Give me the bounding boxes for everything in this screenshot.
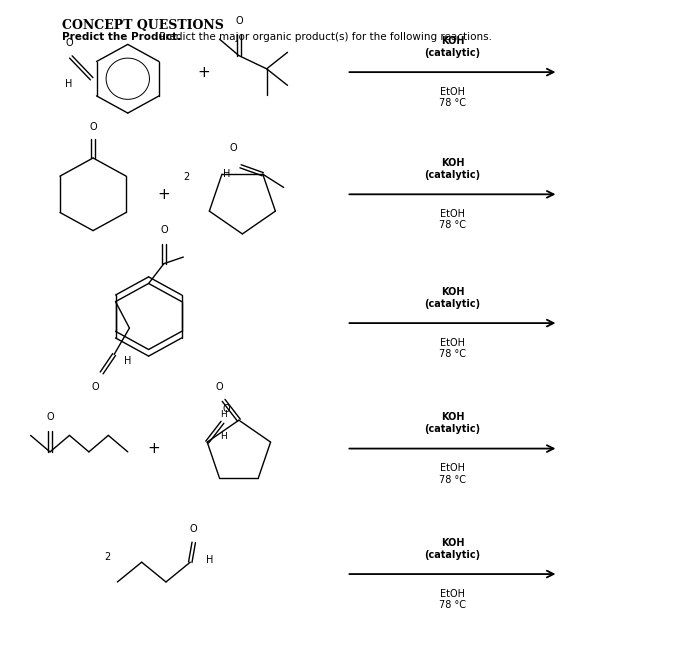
Text: H: H [223, 169, 231, 179]
Text: KOH
(catalytic): KOH (catalytic) [424, 538, 480, 559]
Text: H: H [206, 555, 213, 565]
Text: H: H [220, 410, 226, 420]
Text: KOH
(catalytic): KOH (catalytic) [424, 36, 480, 57]
Text: +: + [148, 441, 160, 456]
Text: O: O [223, 404, 230, 414]
Text: KOH
(catalytic): KOH (catalytic) [424, 412, 480, 434]
Text: EtOH
78 °C: EtOH 78 °C [439, 209, 466, 230]
Text: +: + [198, 65, 211, 80]
Text: EtOH
78 °C: EtOH 78 °C [439, 463, 466, 485]
Text: EtOH
78 °C: EtOH 78 °C [439, 589, 466, 610]
Text: O: O [190, 523, 197, 533]
Text: Predict the major organic product(s) for the following reactions.: Predict the major organic product(s) for… [155, 33, 491, 43]
Text: O: O [89, 122, 97, 132]
Text: O: O [216, 382, 223, 392]
Text: EtOH
78 °C: EtOH 78 °C [439, 338, 466, 359]
Text: +: + [158, 186, 170, 202]
Text: O: O [46, 412, 54, 422]
Text: H: H [220, 432, 226, 442]
Text: H: H [65, 79, 72, 89]
Text: KOH
(catalytic): KOH (catalytic) [424, 159, 480, 180]
Text: EtOH
78 °C: EtOH 78 °C [439, 87, 466, 109]
Text: H: H [124, 356, 131, 366]
Text: O: O [160, 225, 168, 235]
Text: 2: 2 [104, 552, 111, 562]
Text: O: O [66, 39, 74, 49]
Text: O: O [230, 143, 237, 153]
Text: CONCEPT QUESTIONS: CONCEPT QUESTIONS [62, 19, 224, 32]
Text: O: O [91, 382, 99, 392]
Text: O: O [235, 16, 243, 26]
Text: Predict the Product.: Predict the Product. [62, 33, 181, 43]
Text: KOH
(catalytic): KOH (catalytic) [424, 287, 480, 308]
Text: 2: 2 [183, 172, 190, 182]
